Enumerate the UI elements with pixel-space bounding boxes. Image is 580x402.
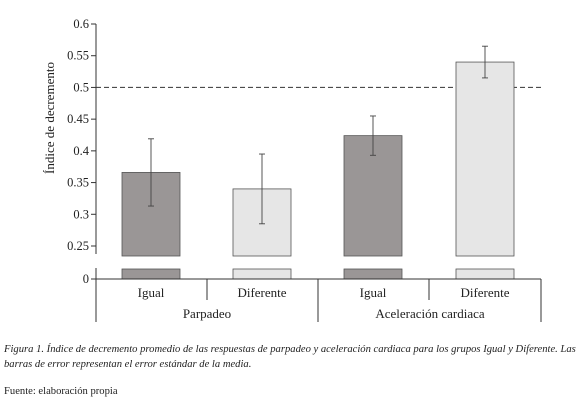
x-axis: Igual Diferente Igual Diferente Parpadeo Acel… [95,278,542,322]
y-tick-label: 0.55 [67,49,89,63]
y-tick-label: 0.35 [67,176,89,190]
figure-caption: Figura 1. Índice de decremento promedio … [4,342,576,372]
figure-label: Figura 1. [4,344,45,355]
y-tick-label: 0.45 [67,112,89,126]
y-tick-label: 0.3 [73,207,89,221]
figure-source: Fuente: elaboración propia [4,386,118,397]
y-tick-label: 0.5 [73,80,89,94]
y-tick-label: 0.25 [67,239,89,253]
category-label: Diferente [460,285,509,300]
y-tick-label: 0.6 [73,17,89,31]
bar-lower [232,268,292,280]
bar-lower [121,268,181,280]
category-label: Diferente [237,285,286,300]
y-tick-label: 0.4 [73,144,89,158]
y-axis: 0 0.25 0.3 0.35 0.4 0.45 0.5 0.55 0.6 [67,17,541,286]
category-label: Igual [138,285,165,300]
caption-text: Índice de decremento promedio de las res… [4,344,576,370]
bars [121,45,515,280]
group-label: Aceleración cardiaca [375,306,485,321]
category-label: Igual [360,285,387,300]
y-axis-label: Índice de decremento [42,62,57,174]
bar-upper [455,61,515,257]
bar-lower [455,268,515,280]
bar-chart: 0 0.25 0.3 0.35 0.4 0.45 0.5 0.55 0.6 Igual Difer… [42,17,542,322]
y-tick-label: 0 [83,272,89,286]
group-label: Parpadeo [183,306,231,321]
bar-lower [343,268,403,280]
